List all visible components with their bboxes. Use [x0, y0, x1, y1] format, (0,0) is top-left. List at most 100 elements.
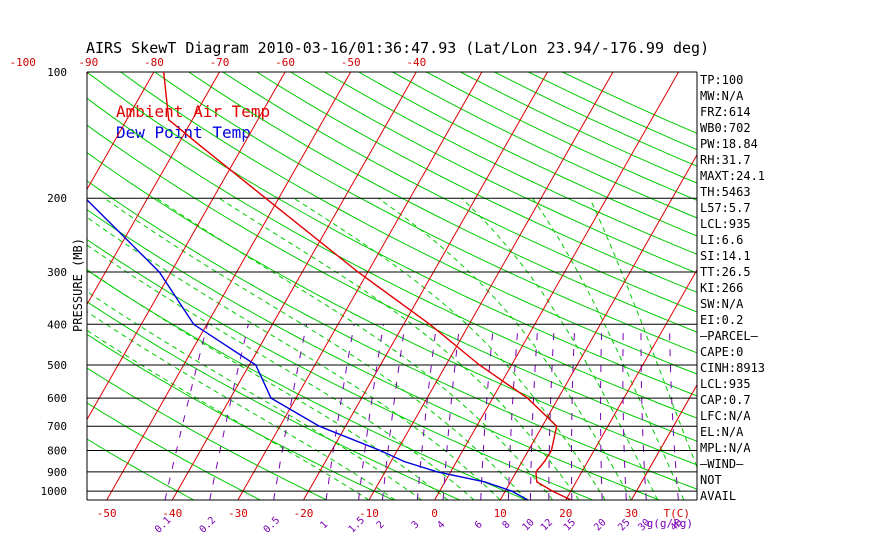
dewpoint-point — [158, 271, 161, 273]
dewpoint-point — [85, 197, 87, 199]
isotherm-line — [87, 72, 286, 421]
stability-index-item: SW:N/A — [700, 297, 744, 311]
bottom-temperature-tick-label: 10 — [494, 507, 507, 520]
dewpoint-point — [25, 71, 27, 73]
stability-index-item: KI:266 — [700, 281, 744, 295]
dry-adiabat-line — [87, 180, 697, 490]
bottom-temperature-tick-label: -30 — [228, 507, 248, 520]
bottom-temperature-tick-label: -40 — [162, 507, 182, 520]
stability-index-item: EI:0.2 — [700, 313, 744, 327]
pressure-tick-label: 700 — [47, 420, 67, 433]
temperature-point — [550, 449, 553, 452]
mixing-ratio-tick-label: 20 — [592, 517, 608, 533]
temperature-point — [535, 471, 537, 473]
temperature-point — [264, 197, 267, 199]
mixing-ratio-tick-label: 12 — [539, 517, 555, 533]
moist-adiabat-line — [104, 197, 527, 500]
dry-adiabat-line — [87, 438, 194, 500]
dewpoint-point — [270, 397, 272, 399]
temperature-point — [478, 364, 481, 366]
pressure-tick-label: 1000 — [41, 485, 68, 498]
mixing-ratio-line — [209, 324, 249, 500]
dewpoint-point — [403, 460, 405, 463]
mixing-ratio-tick-label: 1 — [318, 519, 330, 531]
pressure-tick-label: 100 — [47, 66, 67, 79]
stability-index-item: PW:18.84 — [700, 137, 758, 151]
mixing-ratio-line — [480, 324, 494, 500]
stability-indices-panel: TP:100 MW:N/A FRZ:614 WB0:702 PW:18.84 RH:31.… — [700, 72, 870, 504]
bottom-temperature-tick-label: -10 — [359, 507, 379, 520]
stability-index-item: TP:100 — [700, 73, 744, 87]
mixing-ratio-tick-label: 0.2 — [198, 515, 219, 536]
stability-index-item: MPL:N/A — [700, 441, 751, 455]
moist-adiabat-line — [218, 197, 580, 500]
isotherm-line — [87, 72, 155, 191]
stability-index-item: EL:N/A — [700, 425, 744, 439]
dry-adiabat-line — [87, 402, 261, 500]
top-temperature-tick-label: -50 — [341, 56, 361, 69]
stability-index-item: LCL:935 — [700, 377, 751, 391]
mixing-ratio-tick-label: 6 — [473, 519, 485, 531]
moist-adiabat-line — [87, 244, 475, 500]
moist-adiabat-line — [156, 197, 554, 500]
stability-index-item: SI:14.1 — [700, 249, 751, 263]
temperature-point — [162, 72, 165, 73]
stability-index-item: FRZ:614 — [700, 105, 751, 119]
bottom-temperature-tick-label: 0 — [431, 507, 438, 520]
dry-adiabat-line — [87, 269, 527, 500]
pressure-tick-label: 200 — [47, 192, 67, 205]
temperature-point — [167, 119, 170, 121]
isotherm-line — [87, 72, 220, 306]
pressure-tick-label: 800 — [47, 445, 67, 458]
stability-index-item: CINH:8913 — [700, 361, 766, 375]
temperature-point — [543, 460, 546, 463]
stability-index-item: LI:6.6 — [700, 233, 744, 247]
isotherm-line — [368, 72, 614, 500]
mixing-ratio-tick-label: 0.5 — [262, 515, 283, 536]
mixing-ratio-line — [600, 324, 603, 500]
mixing-ratio-tick-label: 10 — [520, 517, 536, 533]
top-temperature-tick-label: -40 — [406, 56, 426, 69]
stability-index-item: WB0:702 — [700, 121, 751, 135]
stability-index-item: MW:N/A — [700, 89, 744, 103]
moist-adiabat-line — [293, 197, 606, 500]
dry-adiabat-line — [87, 72, 697, 397]
stability-index-item: —PARCEL— — [700, 329, 758, 343]
stability-index-item: LFC:N/A — [700, 409, 751, 423]
legend-ambient-air-temp: Ambient Air Temp — [116, 102, 270, 121]
mixing-ratio-unit-label: g(g/kg) — [647, 517, 693, 530]
top-temperature-tick-label: -80 — [144, 56, 164, 69]
temperature-point — [526, 397, 529, 399]
mixing-ratio-line — [669, 324, 679, 500]
dewpoint-point — [511, 490, 513, 492]
pressure-tick-label: 400 — [47, 318, 67, 331]
moist-adiabat-line — [461, 197, 659, 500]
isotherm-line — [630, 383, 697, 500]
moist-adiabat-line — [532, 197, 685, 500]
stability-index-item: AVAIL — [700, 489, 737, 503]
pressure-tick-label: 900 — [47, 466, 67, 479]
mixing-ratio-line — [382, 324, 406, 500]
y-axis-label: PRESSURE (MB) — [71, 238, 85, 332]
dry-adiabat-line — [87, 367, 328, 500]
mixing-ratio-tick-label: 3 — [410, 519, 422, 531]
dewpoint-point — [483, 481, 486, 483]
top-temperature-tick-label: -60 — [275, 56, 295, 69]
mixing-ratio-line — [548, 324, 555, 500]
moist-adiabat-line — [589, 197, 697, 469]
stability-index-item: TH:5463 — [700, 185, 751, 199]
mixing-ratio-line — [416, 324, 438, 500]
mixing-ratio-line — [358, 324, 384, 500]
dry-adiabat-line — [87, 209, 660, 500]
temperature-point — [551, 490, 554, 492]
stability-index-item: MAXT:24.1 — [700, 169, 766, 183]
bottom-temperature-tick-label: 30 — [625, 507, 638, 520]
stability-index-item: RH:31.7 — [700, 153, 751, 167]
moist-adiabat-line — [377, 197, 632, 500]
dewpoint-point — [192, 323, 195, 326]
dry-adiabat-line — [222, 72, 697, 313]
isotherm-line — [0, 72, 23, 500]
stability-index-item: NOT — [700, 473, 722, 487]
stability-index-item: TT:26.5 — [700, 265, 751, 279]
